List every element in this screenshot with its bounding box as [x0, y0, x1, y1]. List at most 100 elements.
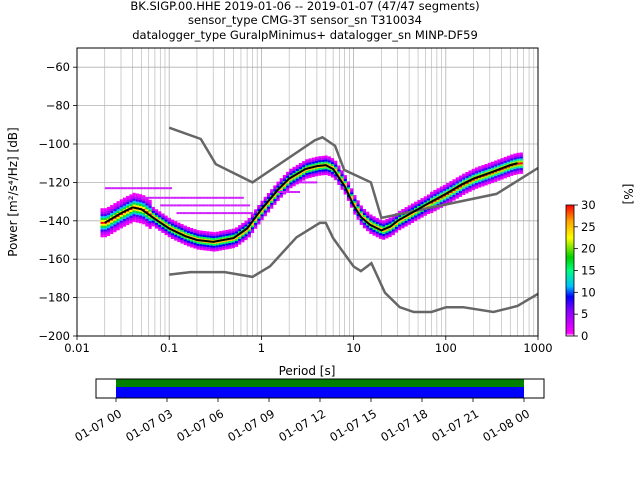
density-cell [142, 199, 146, 202]
density-cell [295, 182, 299, 185]
density-cell [266, 196, 271, 199]
density-cell [170, 233, 175, 236]
density-cell [174, 221, 178, 224]
density-cell [372, 222, 376, 225]
density-cell [382, 231, 386, 234]
density-cell [119, 205, 123, 208]
density-cell [119, 216, 123, 219]
density-cell [334, 168, 338, 171]
density-cell [465, 177, 469, 180]
density-cell [142, 218, 146, 221]
density-cell [238, 242, 242, 245]
density-cell [324, 169, 328, 172]
density-cell [510, 154, 514, 157]
density-cell [164, 217, 168, 220]
density-cell [343, 190, 347, 193]
density-cell [119, 201, 123, 204]
density-trace [290, 191, 294, 193]
density-cell [270, 202, 274, 205]
title-line-3: datalogger_type GuralpMinimus+ datalogge… [132, 28, 478, 42]
density-cell [398, 214, 402, 217]
density-cell [158, 213, 162, 216]
density-cell [196, 235, 200, 239]
density-cell [497, 170, 501, 173]
density-cell [414, 201, 418, 204]
density-cell [420, 202, 424, 205]
density-cell [170, 231, 175, 234]
density-cell [478, 172, 482, 175]
density-cell [314, 170, 319, 173]
density-cell [452, 181, 456, 184]
density-cell [234, 242, 239, 245]
density-cell [481, 168, 485, 172]
density-cell [250, 225, 255, 228]
density-cell [468, 181, 472, 185]
density-cell [110, 205, 114, 208]
density-cell [126, 207, 130, 210]
density-trace [202, 196, 206, 199]
time-tick-label: 01-07 18 [378, 406, 430, 444]
time-tick-label: 01-07 12 [276, 406, 328, 444]
density-cell [225, 229, 229, 233]
density-cell [446, 194, 450, 197]
density-cell [170, 234, 175, 238]
density-cell [366, 215, 370, 218]
density-cell [337, 180, 341, 184]
colorbar-tick-label: 30 [581, 198, 596, 212]
density-cell [106, 224, 111, 227]
density-cell [334, 162, 338, 165]
density-cell [282, 184, 287, 187]
density-cell [407, 218, 411, 221]
density-cell [346, 198, 351, 201]
density-cell [135, 210, 139, 213]
density-cell [116, 218, 120, 221]
density-cell [215, 241, 219, 244]
density-cell [298, 176, 303, 179]
density-cell [225, 241, 229, 244]
density-cell [449, 181, 453, 184]
density-cell [263, 196, 267, 199]
density-trace [186, 196, 190, 199]
density-cell [503, 156, 507, 160]
density-cell [228, 233, 232, 236]
density-cell [122, 216, 127, 219]
density-cell [145, 214, 149, 217]
density-cell [321, 171, 325, 174]
density-cell [241, 238, 245, 241]
density-cell [350, 194, 354, 197]
density-cell [510, 156, 514, 159]
density-cell [318, 160, 322, 163]
density-cell [426, 198, 431, 201]
density-cell [334, 178, 338, 181]
density-trace [227, 204, 231, 207]
density-cell [263, 206, 267, 209]
density-cell [398, 220, 402, 223]
density-cell [222, 236, 226, 239]
density-cell [186, 228, 191, 231]
density-cell [353, 208, 357, 211]
density-cell [385, 224, 389, 227]
density-cell [279, 189, 283, 192]
density-cell [398, 228, 402, 231]
density-cell [407, 205, 411, 208]
density-cell [394, 228, 399, 231]
density-cell [273, 196, 277, 200]
density-cell [356, 202, 360, 205]
density-trace [240, 204, 244, 207]
density-cell [113, 205, 117, 208]
density-cell [279, 180, 283, 183]
mode-curve [104, 162, 518, 243]
density-cell [350, 195, 354, 199]
density-cell [497, 172, 501, 175]
density-cell [286, 171, 290, 174]
density-trace [199, 196, 203, 199]
density-trace [243, 204, 247, 207]
density-cell [228, 235, 232, 238]
density-cell [446, 183, 450, 186]
density-cell [292, 184, 296, 187]
density-cell [490, 177, 495, 180]
density-cell [471, 180, 475, 183]
density-cell [116, 201, 120, 204]
density-cell [468, 185, 472, 188]
density-cell [260, 212, 264, 215]
